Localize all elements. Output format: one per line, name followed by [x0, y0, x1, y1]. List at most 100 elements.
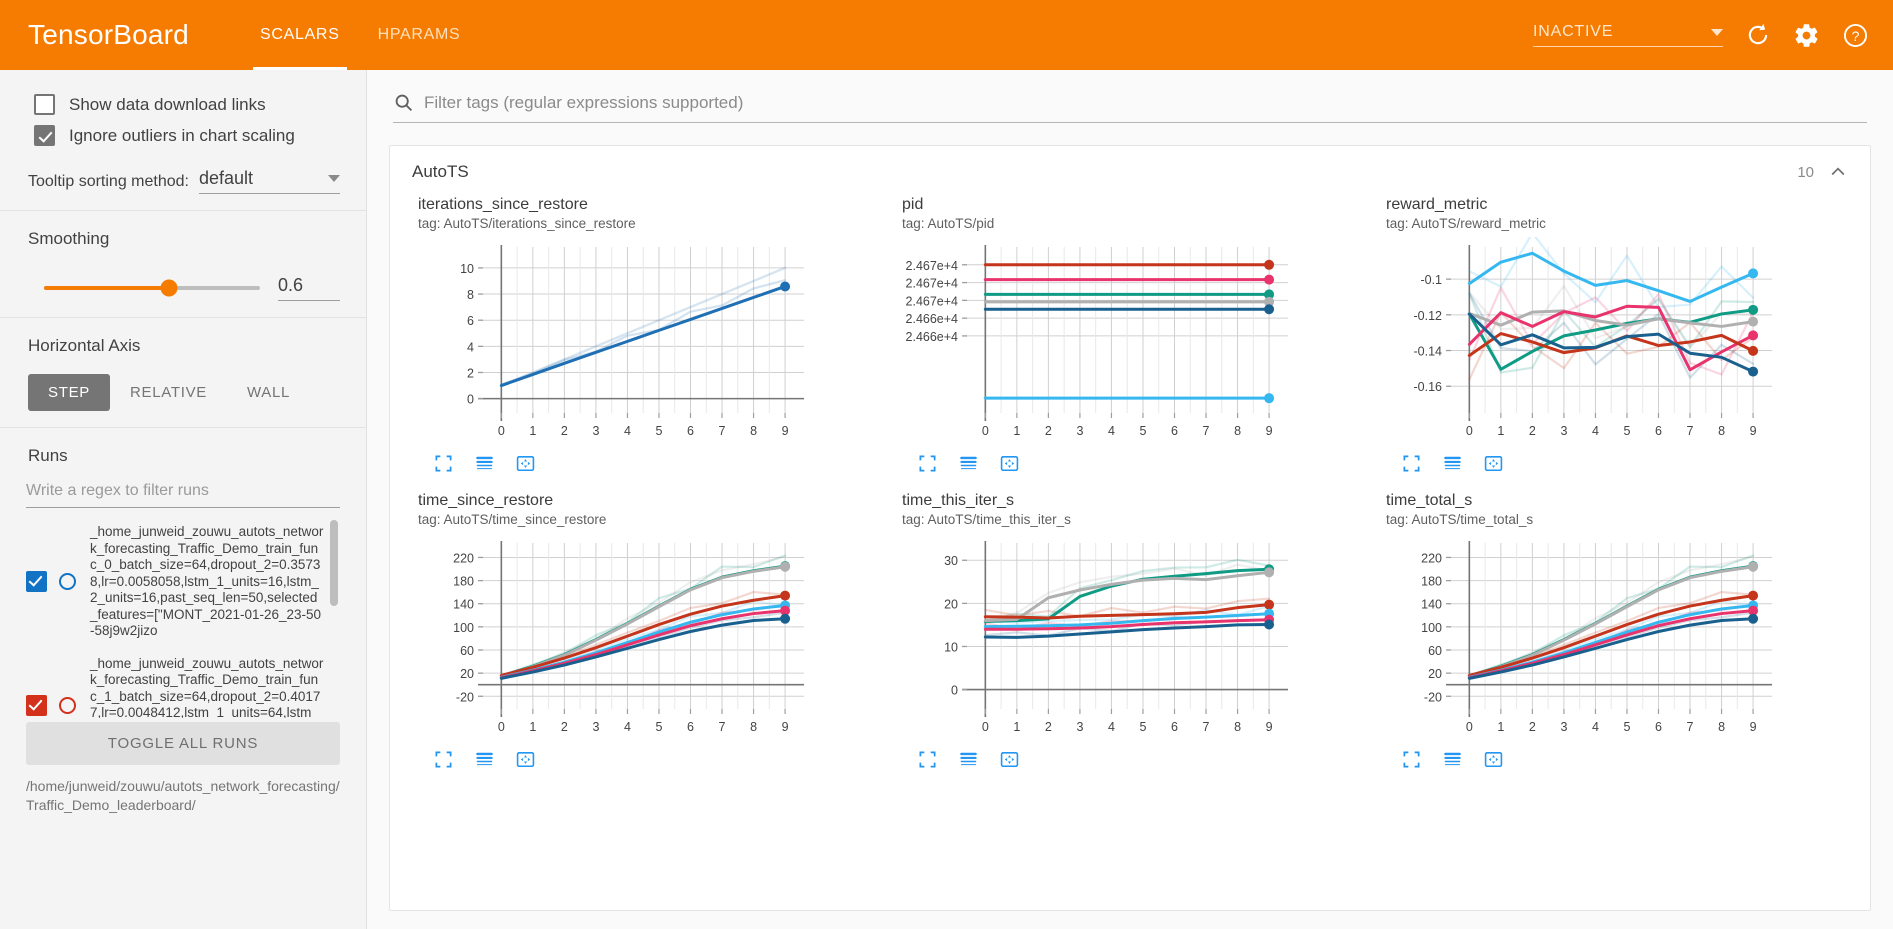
smoothing-slider-thumb[interactable] [160, 279, 178, 297]
svg-text:2: 2 [1045, 424, 1052, 438]
expand-icon[interactable] [1402, 750, 1421, 769]
toggle-all-runs-button[interactable]: TOGGLE ALL RUNS [26, 722, 340, 765]
svg-text:7: 7 [1687, 424, 1694, 438]
svg-text:5: 5 [1623, 424, 1630, 438]
svg-text:2.467e+4: 2.467e+4 [906, 294, 959, 308]
svg-text:7: 7 [1203, 720, 1210, 734]
svg-text:6: 6 [1655, 720, 1662, 734]
svg-text:6: 6 [687, 720, 694, 734]
fit-domain-icon[interactable] [1484, 454, 1503, 473]
chart-plot[interactable]: -0.1 -0.12 -0.14 -0.16 0 1 2 3 4 5 6 7 8 9 [1386, 231, 1842, 452]
svg-text:0: 0 [498, 424, 505, 438]
axis-btn-wall[interactable]: WALL [247, 384, 291, 401]
smoothing-value-input[interactable]: 0.6 [278, 275, 340, 301]
expand-icon[interactable] [918, 750, 937, 769]
chevron-down-icon [1711, 28, 1723, 36]
help-question-icon[interactable]: ? [1842, 22, 1869, 49]
sidebar: Show data download links Ignore outliers… [0, 70, 367, 929]
svg-text:-0.1: -0.1 [1420, 273, 1442, 287]
body-wrapper: Show data download links Ignore outliers… [0, 70, 1893, 929]
chart-toolbar [1386, 454, 1842, 473]
data-range-icon[interactable] [959, 454, 978, 473]
list-item[interactable]: _home_junweid_zouwu_autots_network_forec… [26, 648, 340, 718]
smoothing-slider-fill [44, 286, 170, 290]
run-checkbox-1[interactable] [26, 694, 47, 716]
chevron-up-icon[interactable] [1828, 162, 1848, 182]
expand-icon[interactable] [918, 454, 937, 473]
settings-gear-icon[interactable] [1793, 22, 1820, 49]
data-range-icon[interactable] [959, 750, 978, 769]
chart-title: iterations_since_restore [418, 196, 588, 213]
show-download-links-row[interactable]: Show data download links [34, 94, 340, 115]
card-meta: 10 [1797, 162, 1848, 182]
chart-tag: tag: AutoTS/reward_metric [1386, 216, 1546, 231]
reload-status-select[interactable]: INACTIVE [1533, 23, 1723, 47]
card-header: AutoTS 10 [390, 146, 1870, 196]
ignore-outliers-row[interactable]: Ignore outliers in chart scaling [34, 125, 340, 146]
svg-text:4: 4 [624, 424, 631, 438]
run-color-dot-1 [59, 696, 76, 714]
chart-toolbar [418, 454, 874, 473]
data-range-icon[interactable] [475, 750, 494, 769]
svg-text:-0.12: -0.12 [1414, 309, 1443, 323]
chart-title: time_this_iter_s [902, 492, 1015, 509]
autots-card: AutoTS 10 iterations_since_restore tag: A… [389, 145, 1871, 911]
refresh-icon[interactable] [1745, 22, 1771, 48]
fit-domain-icon[interactable] [1000, 750, 1019, 769]
run-color-dot-0 [59, 573, 76, 591]
tab-scalars[interactable]: SCALARS [241, 0, 359, 70]
svg-text:-20: -20 [456, 690, 474, 704]
tag-filter-input[interactable]: Filter tags (regular expressions support… [424, 92, 744, 112]
fit-domain-icon[interactable] [516, 750, 535, 769]
fit-domain-icon[interactable] [516, 454, 535, 473]
svg-text:2: 2 [467, 366, 474, 380]
svg-text:2.466e+4: 2.466e+4 [906, 330, 959, 344]
fit-domain-icon[interactable] [1000, 454, 1019, 473]
chart-tag: tag: AutoTS/time_total_s [1386, 512, 1534, 527]
sidebar-smoothing-section: Smoothing 0.6 [0, 211, 366, 318]
expand-icon[interactable] [434, 750, 453, 769]
header-actions: INACTIVE ? [1533, 22, 1893, 49]
chart-title: time_total_s [1386, 492, 1473, 509]
svg-text:140: 140 [453, 598, 474, 612]
smoothing-row: 0.6 [26, 275, 340, 301]
chart-plot[interactable]: 0 2 4 6 8 10 0 1 2 3 4 5 6 7 8 9 [418, 237, 874, 452]
tab-hparams[interactable]: HPARAMS [377, 26, 461, 43]
svg-text:8: 8 [1718, 720, 1725, 734]
chart-plot[interactable]: 30 20 10 0 0 1 2 3 4 5 6 7 8 9 [902, 533, 1358, 748]
sidebar-options-section: Show data download links Ignore outliers… [0, 70, 366, 211]
horizontal-axis-buttons: STEP RELATIVE WALL [28, 374, 340, 411]
tooltip-sorting-select[interactable]: default [198, 168, 340, 194]
expand-icon[interactable] [434, 454, 453, 473]
chart-plot[interactable]: 2.467e+4 2.467e+4 2.467e+4 2.466e+4 2.466e+4… [902, 237, 1358, 452]
chart-plot[interactable]: 220 180 140 100 60 20 -20 0 1 2 3 4 5 6 7 8 9 [418, 533, 874, 748]
show-download-links-checkbox[interactable] [34, 94, 55, 115]
svg-text:7: 7 [719, 424, 726, 438]
ignore-outliers-checkbox[interactable] [34, 125, 55, 146]
data-range-icon[interactable] [1443, 454, 1462, 473]
svg-text:2: 2 [561, 720, 568, 734]
axis-btn-relative[interactable]: RELATIVE [129, 384, 207, 401]
runs-list-scrollbar[interactable] [330, 520, 338, 606]
expand-icon[interactable] [1402, 454, 1421, 473]
smoothing-slider[interactable] [44, 279, 260, 297]
svg-text:2.467e+4: 2.467e+4 [906, 277, 959, 291]
svg-text:8: 8 [1234, 424, 1241, 438]
runs-list[interactable]: _home_junweid_zouwu_autots_network_forec… [26, 516, 340, 718]
svg-text:4: 4 [624, 720, 631, 734]
data-range-icon[interactable] [475, 454, 494, 473]
svg-text:60: 60 [1428, 644, 1442, 658]
chart-plot[interactable]: 220 180 140 100 60 20 -20 0 1 2 3 4 5 6 7 8 9 [1386, 533, 1842, 748]
svg-text:180: 180 [453, 575, 474, 589]
runs-filter-input[interactable]: Write a regex to filter runs [26, 482, 340, 508]
svg-text:2.466e+4: 2.466e+4 [906, 312, 959, 326]
run-checkbox-0[interactable] [26, 571, 47, 593]
tooltip-sorting-row: Tooltip sorting method: default [28, 168, 340, 194]
tag-filter-bar[interactable]: Filter tags (regular expressions support… [393, 92, 1867, 123]
fit-domain-icon[interactable] [1484, 750, 1503, 769]
axis-btn-step[interactable]: STEP [28, 374, 110, 411]
data-range-icon[interactable] [1443, 750, 1462, 769]
chart-tag: tag: AutoTS/pid [902, 216, 995, 231]
svg-text:0: 0 [1466, 424, 1473, 438]
list-item[interactable]: _home_junweid_zouwu_autots_network_forec… [26, 516, 340, 648]
